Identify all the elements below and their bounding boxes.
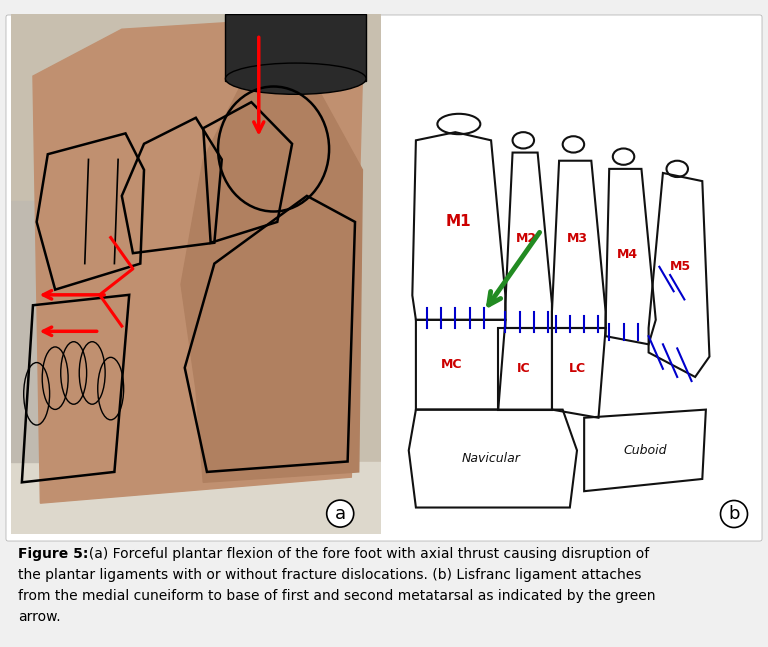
Text: from the medial cuneiform to base of first and second metatarsal as indicated by: from the medial cuneiform to base of fir…	[18, 589, 656, 603]
Polygon shape	[33, 19, 362, 503]
Text: b: b	[728, 505, 740, 523]
Polygon shape	[181, 55, 362, 483]
Text: M4: M4	[617, 248, 637, 261]
Text: Figure 5:: Figure 5:	[18, 547, 88, 561]
Text: M2: M2	[516, 232, 538, 245]
Text: LC: LC	[568, 362, 585, 375]
Text: (a) Forceful plantar flexion of the fore foot with axial thrust causing disrupti: (a) Forceful plantar flexion of the fore…	[80, 547, 649, 561]
Text: arrow.: arrow.	[18, 610, 61, 624]
Text: MC: MC	[441, 358, 462, 371]
Text: M3: M3	[567, 232, 588, 245]
Text: Navicular: Navicular	[462, 452, 521, 465]
Text: a: a	[335, 505, 346, 523]
Text: M1: M1	[446, 214, 472, 230]
Text: the plantar ligaments with or without fracture dislocations. (b) Lisfranc ligame: the plantar ligaments with or without fr…	[18, 568, 641, 582]
Bar	[11, 201, 114, 461]
Ellipse shape	[226, 63, 366, 94]
Bar	[11, 461, 381, 534]
Text: M5: M5	[670, 260, 691, 273]
Text: Cuboid: Cuboid	[624, 444, 667, 457]
Text: IC: IC	[517, 362, 530, 375]
FancyBboxPatch shape	[6, 15, 762, 541]
Bar	[226, 14, 366, 82]
Bar	[398, 124, 756, 532]
